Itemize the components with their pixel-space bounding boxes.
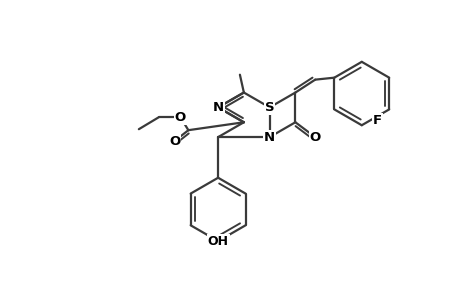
Text: OH: OH	[207, 235, 228, 248]
Text: O: O	[174, 111, 186, 124]
Text: O: O	[309, 130, 320, 144]
Text: F: F	[372, 115, 381, 128]
Text: S: S	[264, 101, 274, 114]
Text: N: N	[212, 101, 223, 114]
Text: N: N	[263, 130, 274, 144]
Text: O: O	[168, 135, 180, 148]
Text: methyl: methyl	[237, 65, 242, 67]
